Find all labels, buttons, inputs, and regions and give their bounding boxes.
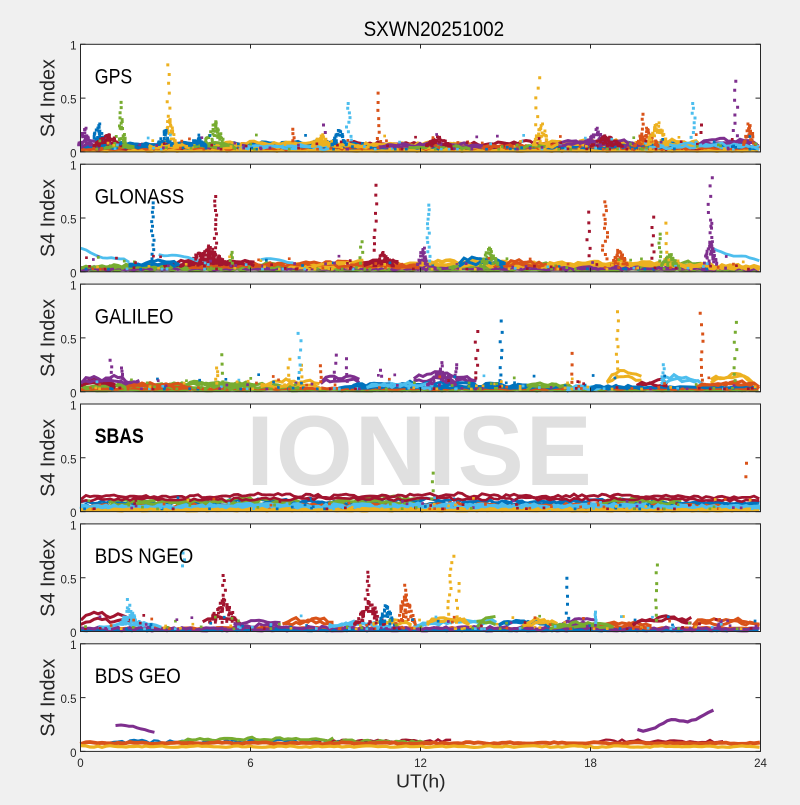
svg-text:1: 1 xyxy=(70,400,76,412)
svg-text:UT(h): UT(h) xyxy=(396,771,446,792)
svg-text:GLONASS: GLONASS xyxy=(95,185,184,208)
svg-text:1: 1 xyxy=(70,281,76,293)
svg-text:0: 0 xyxy=(70,149,76,161)
svg-text:S4 Index: S4 Index xyxy=(37,59,59,137)
svg-text:1: 1 xyxy=(70,161,76,173)
svg-text:0.5: 0.5 xyxy=(61,574,77,586)
svg-text:0.5: 0.5 xyxy=(61,335,77,347)
svg-text:S4 Index: S4 Index xyxy=(37,299,59,377)
svg-text:24: 24 xyxy=(754,758,767,770)
svg-text:1: 1 xyxy=(70,41,76,53)
svg-text:0.5: 0.5 xyxy=(61,454,77,466)
svg-text:0: 0 xyxy=(70,628,76,640)
svg-text:12: 12 xyxy=(414,758,427,770)
svg-text:S4 Index: S4 Index xyxy=(37,419,59,497)
svg-text:1: 1 xyxy=(70,640,76,652)
svg-text:0.5: 0.5 xyxy=(61,215,77,227)
svg-text:BDS GEO: BDS GEO xyxy=(95,665,181,688)
svg-text:S4 Index: S4 Index xyxy=(37,659,59,737)
svg-text:GPS: GPS xyxy=(95,66,132,89)
svg-text:1: 1 xyxy=(70,520,76,532)
svg-text:SBAS: SBAS xyxy=(95,425,144,448)
svg-text:0: 0 xyxy=(70,748,76,760)
svg-text:0: 0 xyxy=(70,508,76,520)
svg-text:0: 0 xyxy=(77,758,83,770)
svg-text:0: 0 xyxy=(70,268,76,280)
svg-text:GALILEO: GALILEO xyxy=(95,305,174,328)
svg-text:SXWN20251002: SXWN20251002 xyxy=(364,17,505,41)
svg-text:6: 6 xyxy=(247,758,253,770)
svg-text:BDS NGEO: BDS NGEO xyxy=(95,545,193,568)
svg-text:S4 Index: S4 Index xyxy=(37,539,59,617)
svg-text:0: 0 xyxy=(70,388,76,400)
svg-text:0.5: 0.5 xyxy=(61,694,77,706)
svg-text:0.5: 0.5 xyxy=(61,95,77,107)
svg-text:S4 Index: S4 Index xyxy=(37,179,59,257)
svg-text:IONISE: IONISE xyxy=(246,395,594,506)
svg-text:18: 18 xyxy=(584,758,597,770)
